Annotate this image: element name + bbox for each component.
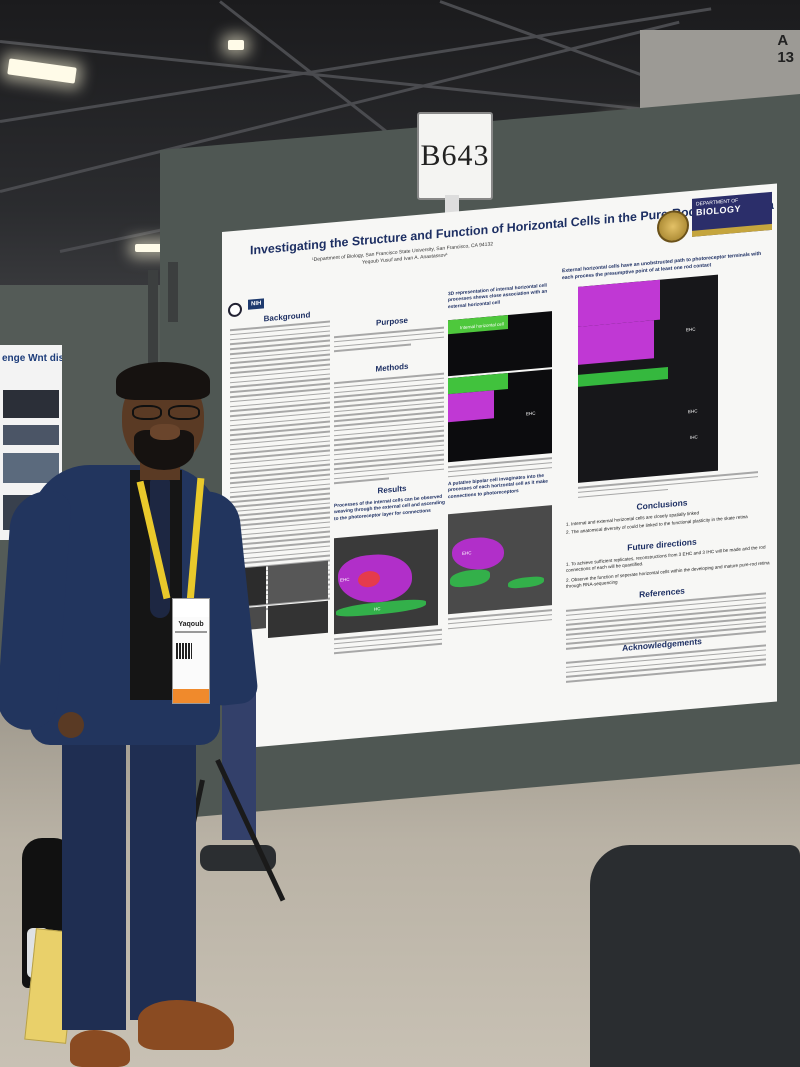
- ehc-label: EHC: [688, 408, 698, 415]
- green-cell-region: [508, 575, 544, 589]
- board-pole: [148, 270, 158, 370]
- green-cell-region: [336, 598, 426, 619]
- neighbor-poster-figure: [3, 495, 59, 530]
- department-logo: DEPARTMENT OF BIOLOGY: [692, 191, 772, 237]
- purple-cell-3d: [578, 320, 654, 365]
- background-person-shoe: [6, 705, 36, 719]
- neighbor-poster-figure: [3, 425, 59, 445]
- background-figure: [230, 606, 266, 632]
- methods-text: [334, 372, 444, 488]
- results-em-image: EHC HC: [334, 529, 438, 635]
- background-figure: [268, 560, 328, 604]
- 3d-representation-heading: 3D representation of internal horizontal…: [448, 283, 548, 311]
- hc-label: HC: [374, 606, 381, 612]
- neighbor-poster-figure: [3, 453, 59, 483]
- background-person-legs: [222, 690, 256, 840]
- ceiling-light: [228, 40, 244, 50]
- board-pole: [168, 262, 178, 322]
- results-subheading: Processes of the internal cells can be o…: [334, 494, 445, 523]
- ehc-label: EHC: [526, 410, 536, 417]
- sign-clip: [445, 195, 459, 215]
- background-figure: [230, 566, 266, 608]
- neighbor-poster-figure: [3, 390, 59, 418]
- bipolar-em-image: EHC: [448, 505, 552, 615]
- university-seal-logo: [228, 302, 242, 318]
- purple-cell-3d: [448, 390, 494, 423]
- red-cell-3d: [448, 422, 456, 431]
- ceiling-light: [7, 58, 77, 84]
- purpose-text: [334, 326, 444, 356]
- results-caption: [334, 628, 442, 658]
- booth-number: B643: [420, 139, 490, 172]
- background-figure: [268, 600, 328, 638]
- research-poster: NIH Investigating the Structure and Func…: [222, 183, 777, 750]
- nih-logo: NIH: [248, 298, 265, 310]
- ihc-label: IHC: [690, 434, 698, 441]
- green-cell-3d: [578, 366, 668, 387]
- external-cell-figure: EHC EHC IHC: [578, 274, 718, 483]
- purple-cell-region: [452, 535, 504, 572]
- ceiling-light: [135, 244, 170, 252]
- ehc-label: EHC: [340, 576, 350, 583]
- 3d-figure-top: Internal horizontal cell: [448, 311, 552, 377]
- ehc-label: EHC: [686, 326, 696, 333]
- neighbor-poster: enge Wnt dispersal: [0, 345, 62, 540]
- 3d-figure-bottom: EHC: [448, 369, 552, 463]
- gold-seal-logo: [657, 209, 689, 244]
- external-cell-heading: External horizontal cells have an unobst…: [562, 250, 762, 281]
- corner-sign: A 13: [777, 32, 794, 66]
- booth-number-sign: B643: [417, 112, 493, 200]
- ehc-label: EHC: [462, 550, 472, 557]
- logo-stripe: [692, 223, 772, 237]
- green-cell-region: [450, 568, 490, 589]
- coat-on-chair: [590, 845, 800, 1067]
- neighbor-poster-title: enge Wnt dispersal: [2, 353, 62, 364]
